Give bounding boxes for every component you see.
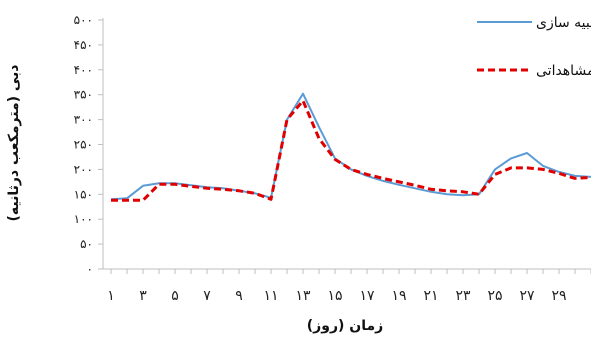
x-axis-title: زمان (روز) bbox=[307, 318, 383, 334]
y-tick-label: ۳۰۰ bbox=[74, 113, 93, 127]
series-line-1 bbox=[110, 92, 591, 201]
x-tick-label: ۲۵ bbox=[487, 288, 502, 304]
y-axis-title: دبی (مترمکعب درثانیه) bbox=[6, 65, 22, 222]
x-tick-label: ۱۹ bbox=[391, 288, 406, 304]
y-tick-label: ۰ bbox=[87, 262, 93, 276]
x-axis: ۱ ۳ ۵ ۷ ۹ ۱۱ ۱۳ ۱۵ ۱۷ ۱۹ ۲۱ ۲۳ ۲۵ ۲۷ ۲۹ bbox=[103, 268, 591, 304]
x-tick-label: ۵ bbox=[171, 288, 179, 304]
y-tick-label: ۴۰۰ bbox=[74, 63, 93, 77]
y-tick-label: ۱۵۰ bbox=[74, 187, 93, 201]
legend: شبیه سازی مشاهداتی bbox=[477, 15, 591, 79]
y-tick-label: ۱۰۰ bbox=[74, 212, 93, 226]
x-tick-label: ۲۹ bbox=[551, 288, 566, 304]
x-tick-label: ۱ bbox=[107, 288, 115, 304]
x-tick-label: ۲۷ bbox=[519, 288, 535, 304]
legend-label-1: شبیه سازی bbox=[536, 15, 591, 31]
y-tick-label: ۵۰۰ bbox=[74, 13, 93, 27]
x-tick-label: ۱۳ bbox=[295, 288, 311, 304]
x-tick-label: ۲۱ bbox=[423, 288, 438, 304]
x-tick-label: ۱۷ bbox=[359, 288, 375, 304]
y-tick-label: ۲۰۰ bbox=[74, 162, 93, 176]
series-line-2 bbox=[111, 99, 591, 202]
x-tick-label: ۲۳ bbox=[455, 288, 471, 304]
x-tick-label: ۷ bbox=[203, 288, 211, 304]
legend-label-2: مشاهداتی bbox=[536, 63, 591, 79]
x-tick-label: ۳ bbox=[139, 288, 147, 304]
x-tick-label: ۱۱ bbox=[263, 288, 278, 304]
y-tick-label: ۴۵۰ bbox=[74, 38, 93, 52]
y-axis: ۰ ۵۰ ۱۰۰ ۱۵۰ ۲۰۰ ۲۵۰ ۳۰۰ ۳۵۰ ۴۰۰ ۴۵۰ ۵۰۰ bbox=[74, 13, 104, 276]
series-layer bbox=[110, 92, 591, 202]
x-tick-label: ۹ bbox=[235, 288, 243, 304]
y-tick-label: ۳۵۰ bbox=[74, 88, 93, 102]
x-tick-label: ۱۵ bbox=[327, 288, 342, 304]
y-tick-label: ۲۵۰ bbox=[74, 138, 93, 152]
y-tick-label: ۵۰ bbox=[80, 237, 93, 251]
